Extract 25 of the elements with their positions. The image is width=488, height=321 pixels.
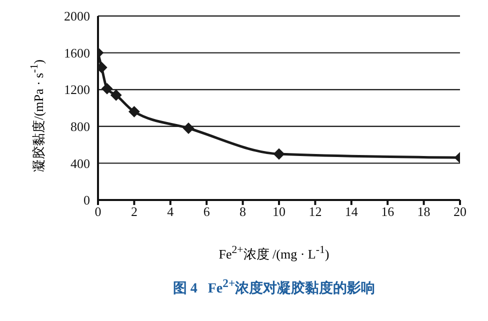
x-tick-label: 10: [272, 204, 286, 220]
y-tick-label: 1200: [64, 82, 90, 98]
x-tick-label: 8: [240, 204, 246, 220]
point: [102, 83, 113, 94]
x-tick-label: 20: [454, 204, 466, 220]
point: [98, 62, 108, 74]
y-tick-label: 1600: [64, 45, 90, 60]
point: [183, 122, 194, 134]
y-tick-label: 2000: [64, 8, 90, 24]
y-tick-label: 0: [84, 192, 90, 208]
x-tick-label: 6: [203, 204, 210, 220]
x-axis-title: Fe$^{2+}$浓度 /(mg · L$^{-1}$): [218, 244, 330, 264]
x-tick-label: 2: [130, 204, 138, 220]
point: [128, 106, 140, 118]
x-tick-label: 16: [381, 204, 395, 220]
point: [110, 90, 122, 101]
x-tick-label: 14: [344, 204, 358, 220]
y-tick-label: 400: [70, 156, 90, 171]
x-tick-label: 12: [308, 204, 322, 220]
point: [274, 148, 284, 160]
text: 图 4 Fe$^{2+}$浓度对凝胶黏度的影响: [172, 277, 376, 298]
x-tick-label: 4: [167, 204, 174, 220]
x-tick-label: 18: [417, 204, 430, 220]
y-tick-label: 800: [70, 119, 90, 134]
x-tick-label: 0: [94, 204, 102, 220]
